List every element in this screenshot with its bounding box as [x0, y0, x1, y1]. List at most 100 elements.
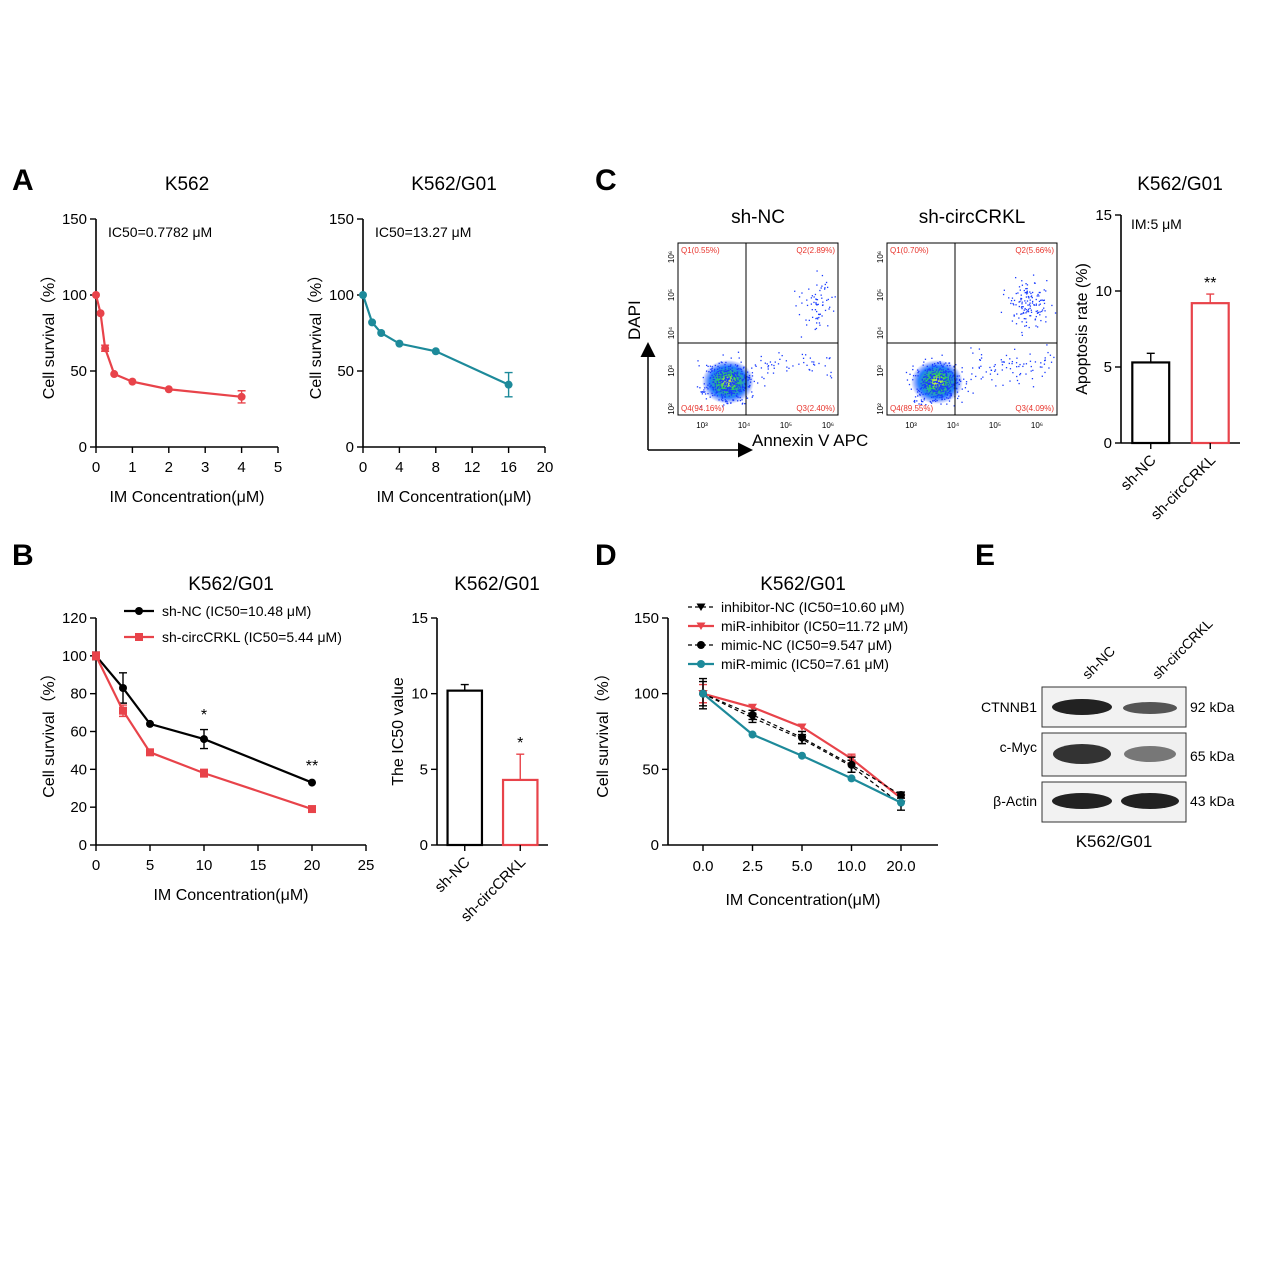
flow-event: [1016, 366, 1018, 368]
flow-event: [818, 313, 821, 316]
flow-event: [1051, 304, 1053, 307]
bar-sh-circCRKL: [501, 778, 539, 847]
flow-event: [923, 383, 926, 386]
flow-event: [971, 373, 973, 375]
flow-event: [946, 385, 948, 387]
flow-event: [912, 365, 914, 367]
flow-event: [953, 384, 955, 387]
flow-event: [733, 390, 735, 392]
flow-event: [724, 388, 726, 391]
flow-event: [753, 380, 755, 383]
flow-event: [713, 373, 716, 375]
flow-event: [705, 370, 708, 372]
x-tick-label: 2.5: [742, 858, 763, 875]
flow-event: [720, 399, 723, 401]
flow-event: [917, 395, 919, 397]
flow-event: [738, 376, 740, 378]
flow-event: [972, 392, 974, 394]
flow-event: [703, 391, 705, 393]
flow-event: [730, 402, 732, 404]
x-tick-label: sh-NC: [1117, 452, 1159, 494]
flow-event: [927, 393, 930, 395]
flow-event: [939, 394, 941, 396]
flow-event: [1003, 289, 1005, 291]
flow-event: [965, 381, 968, 383]
flow-event: [1030, 365, 1032, 368]
flow-event: [980, 357, 983, 359]
flow-event: [832, 310, 835, 312]
y-axis-label: Cell survival（%）: [594, 665, 612, 797]
flow-event: [1008, 297, 1010, 299]
flow-event: [1039, 291, 1041, 294]
flow-event: [812, 363, 815, 365]
flow-y-tick: 10³: [876, 365, 885, 377]
flow-event: [740, 389, 742, 391]
flow-event: [937, 362, 940, 364]
flow-event: [728, 378, 731, 380]
flow-event: [817, 318, 819, 320]
flow-event: [733, 375, 735, 377]
flow-event: [1018, 305, 1020, 308]
flow-event: [732, 373, 734, 376]
flow-event: [1032, 369, 1034, 372]
flow-event: [980, 354, 983, 356]
flow-event: [760, 359, 762, 362]
flow-x-tick: 10⁵: [780, 421, 792, 430]
flow-event: [935, 392, 937, 394]
flow-event: [815, 327, 818, 330]
data-point: [847, 774, 856, 783]
flow-event: [1023, 363, 1025, 365]
flow-event: [1021, 303, 1023, 305]
flow-event: [739, 377, 742, 379]
flow-event: [730, 392, 732, 394]
flow-event: [728, 365, 730, 368]
flow-event: [941, 366, 944, 368]
flow-event: [1018, 382, 1020, 385]
flow-event: [735, 384, 737, 386]
band-ctnnb1-sh-nc: [1052, 699, 1112, 715]
flow-event: [811, 370, 813, 372]
flow-event: [716, 391, 718, 393]
flow-event: [730, 390, 733, 393]
data-point: [368, 318, 377, 327]
flow-event: [726, 383, 728, 385]
flow-event: [931, 357, 933, 359]
flow-event: [920, 403, 923, 406]
flow-event: [937, 384, 939, 386]
flow-event: [739, 385, 741, 388]
y-axis-label: Cell survival（%）: [40, 665, 58, 797]
flow-event: [934, 400, 937, 402]
flow-event: [1021, 280, 1023, 282]
flow-event: [1011, 297, 1014, 299]
flow-event: [730, 394, 733, 396]
flow-event: [728, 387, 731, 389]
flow-event: [714, 386, 716, 388]
flow-event: [1001, 369, 1003, 371]
flow-x-tick: 10⁶: [1031, 421, 1043, 430]
flow-event: [978, 366, 980, 368]
flow-event: [941, 374, 943, 376]
flow-event: [1034, 282, 1036, 284]
flow-event: [934, 386, 936, 389]
flow-event: [1035, 310, 1037, 313]
flow-event: [732, 382, 734, 385]
panel-letter-c: C: [595, 164, 617, 197]
flow-event: [1020, 297, 1023, 300]
flow-event: [978, 367, 981, 369]
x-axis-label: IM Concentration(μM): [109, 489, 264, 506]
flow-event: [716, 390, 718, 392]
flow-event: [748, 384, 751, 387]
flow-event: [714, 364, 716, 367]
flow-event: [1010, 300, 1013, 302]
flow-event: [994, 370, 996, 372]
flow-event: [1031, 377, 1034, 380]
flow-event: [914, 396, 917, 398]
flow-event: [726, 387, 729, 389]
y-y-tick-label: 150: [329, 211, 354, 228]
flow-event: [944, 382, 946, 384]
panel-letter-d: D: [595, 539, 617, 572]
flow-event: [739, 387, 742, 389]
flow-event: [715, 377, 718, 379]
flow-event: [991, 379, 993, 381]
data-point: [897, 791, 905, 800]
